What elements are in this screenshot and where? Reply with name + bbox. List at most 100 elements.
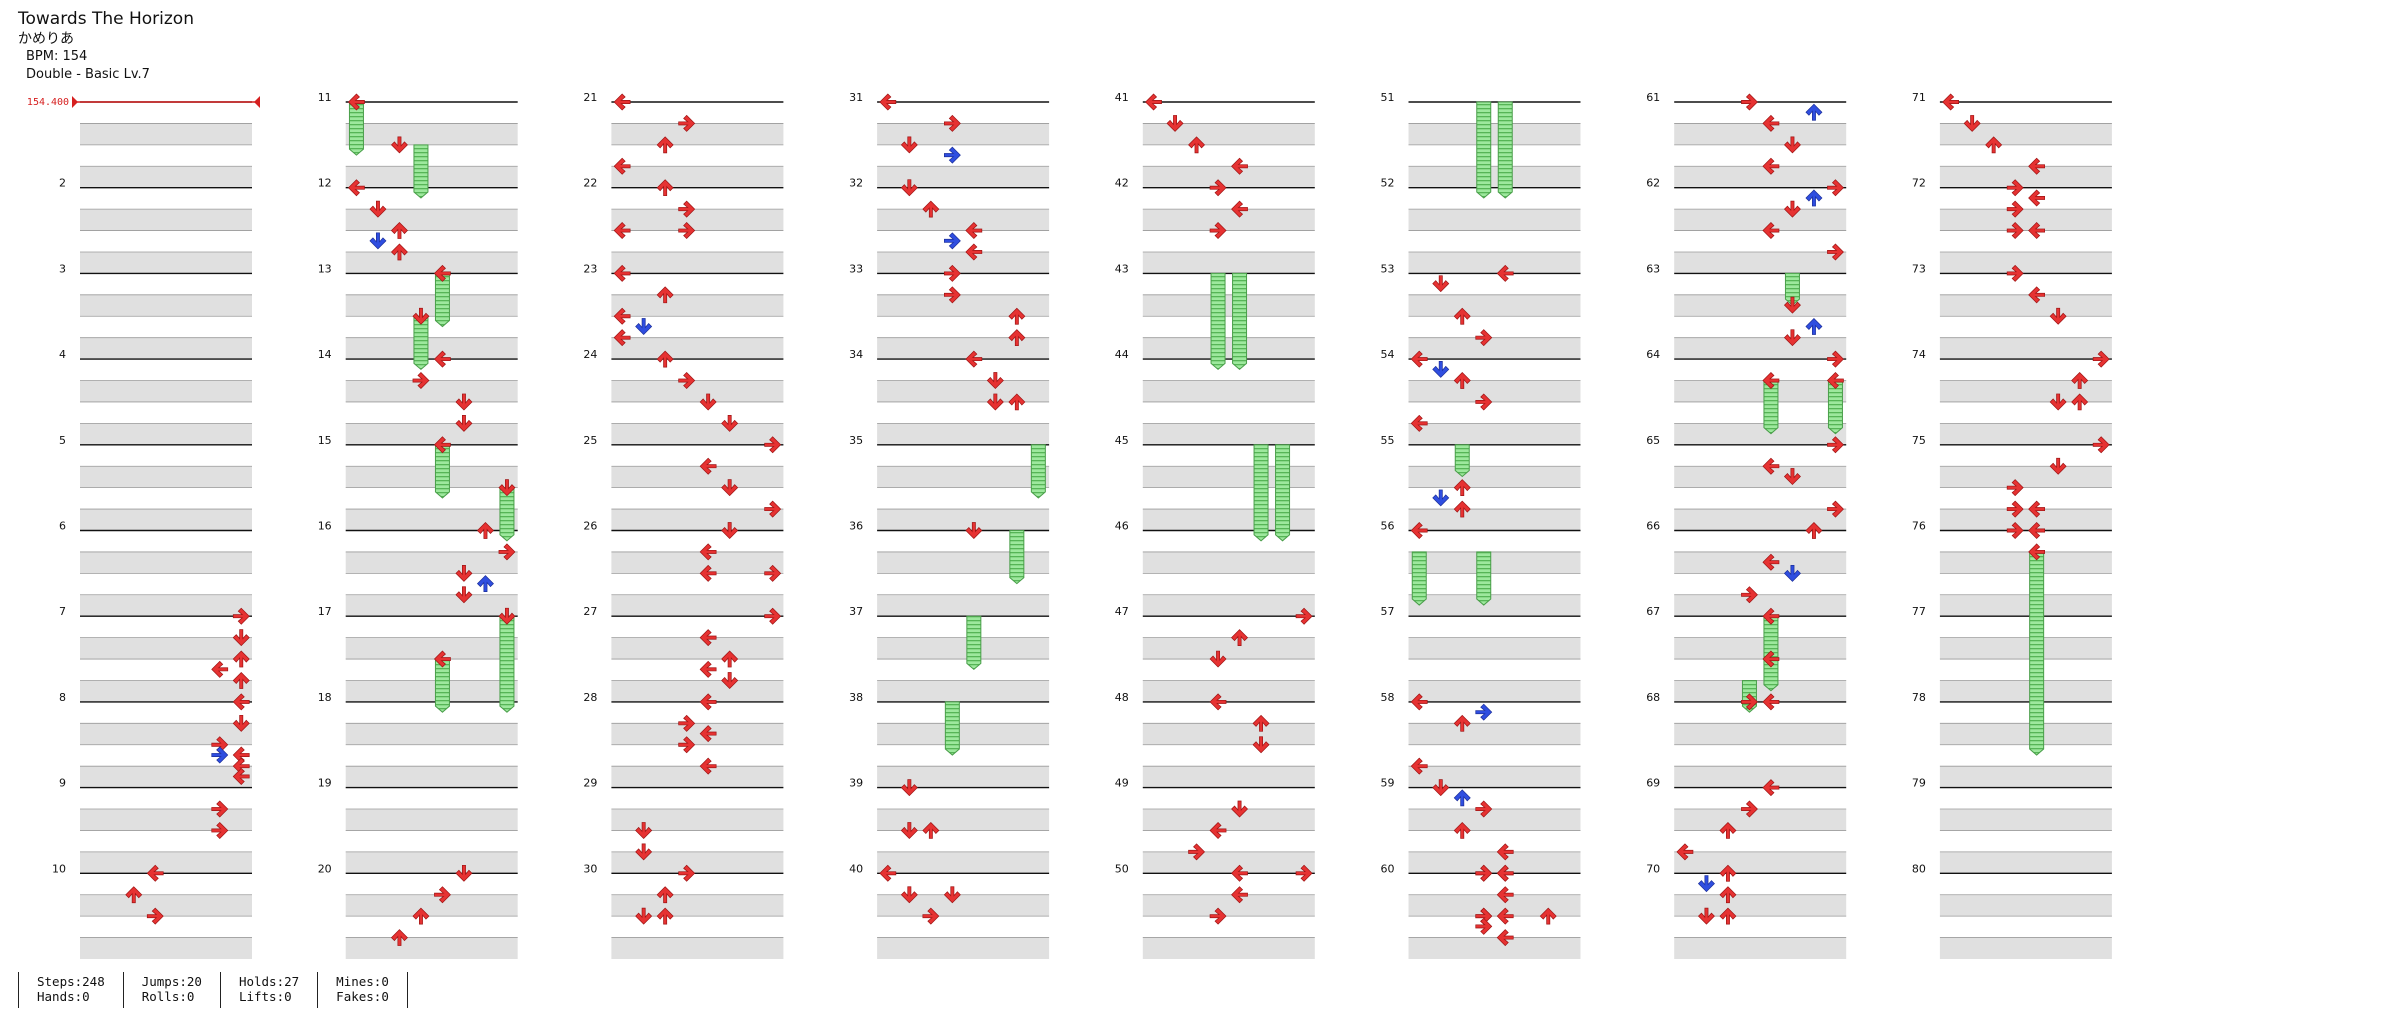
arrow-left-icon bbox=[1762, 157, 1780, 175]
arrow-right-icon bbox=[1475, 917, 1493, 935]
beat-row-shade bbox=[1142, 466, 1315, 488]
arrow-left-icon bbox=[1676, 843, 1694, 861]
arrow-down-icon bbox=[1783, 468, 1801, 486]
measure-number: 39 bbox=[849, 777, 863, 790]
beat-row-shade bbox=[1408, 466, 1581, 488]
arrow-left-icon bbox=[1826, 372, 1844, 390]
beat-row-shade bbox=[1142, 423, 1315, 445]
measure-number: 35 bbox=[849, 434, 863, 447]
arrow-down-icon bbox=[721, 672, 739, 689]
beat-row-shade bbox=[80, 809, 252, 831]
arrow-up-icon bbox=[1008, 307, 1026, 325]
beat-row-shade bbox=[611, 937, 784, 959]
stat-group: Mines:0 Fakes:0 bbox=[317, 972, 408, 1008]
beat-row-shade bbox=[1674, 551, 1847, 574]
beat-row-shade bbox=[80, 466, 252, 488]
measure-number: 42 bbox=[1115, 177, 1129, 190]
hold-note bbox=[1210, 272, 1226, 371]
measure-number: 3 bbox=[59, 262, 66, 275]
arrow-down-icon bbox=[986, 372, 1004, 390]
beat-row-shade bbox=[1142, 509, 1315, 531]
beat-row-shade bbox=[1674, 809, 1847, 831]
arrow-left-icon bbox=[1231, 864, 1248, 882]
arrow-left-icon bbox=[699, 725, 717, 743]
arrow-right-icon bbox=[1827, 179, 1844, 197]
stat-group: Holds:27 Lifts:0 bbox=[219, 972, 317, 1008]
arrow-down-icon bbox=[455, 564, 473, 582]
measure-number: 70 bbox=[1646, 862, 1660, 875]
arrow-up-icon bbox=[2071, 372, 2089, 389]
stat-value: Fakes:0 bbox=[336, 989, 389, 1004]
measure-number: 29 bbox=[583, 777, 597, 790]
beat-row-shade bbox=[1142, 123, 1315, 145]
arrow-down-icon bbox=[721, 415, 739, 432]
beat-row-shade bbox=[1674, 723, 1847, 745]
arrow-left-icon bbox=[433, 436, 451, 454]
arrow-down-icon bbox=[1432, 275, 1450, 293]
arrow-right-icon bbox=[922, 907, 940, 925]
measure-number: 43 bbox=[1115, 262, 1129, 275]
beat-row-shade bbox=[1408, 380, 1581, 402]
arrow-right-icon bbox=[1475, 864, 1493, 882]
beat-row-shade bbox=[1142, 251, 1315, 274]
arrow-down-icon bbox=[1697, 875, 1715, 893]
arrow-left-icon bbox=[613, 329, 631, 347]
beat-row-shade bbox=[1408, 251, 1581, 274]
beat-row-shade bbox=[1142, 337, 1315, 360]
arrow-right-icon bbox=[678, 714, 696, 732]
arrow-right-icon bbox=[211, 821, 229, 839]
arrow-left-icon bbox=[1231, 886, 1248, 904]
arrow-left-icon bbox=[613, 264, 631, 282]
beat-row-shade bbox=[345, 723, 518, 745]
measure-number: 68 bbox=[1646, 691, 1660, 704]
beat-row-shade bbox=[1142, 809, 1315, 831]
bpm-change-marker: 154.400 bbox=[27, 96, 260, 108]
measure-number: 58 bbox=[1381, 691, 1395, 704]
beat-row-shade bbox=[1939, 209, 2112, 231]
beat-row-shade bbox=[1408, 209, 1581, 231]
measure-number: 71 bbox=[1912, 91, 1926, 104]
arrow-right-icon bbox=[2006, 222, 2024, 240]
arrow-left-icon bbox=[433, 650, 451, 668]
arrow-up-icon bbox=[656, 907, 674, 925]
arrow-down-icon bbox=[369, 232, 387, 250]
arrow-left-icon bbox=[965, 350, 983, 368]
beat-row-shade bbox=[611, 637, 784, 660]
arrow-left-icon bbox=[2028, 222, 2046, 240]
arrow-left-icon bbox=[146, 864, 164, 882]
beat-row-shade bbox=[611, 680, 784, 702]
arrow-right-icon bbox=[1188, 843, 1206, 861]
measure-number: 19 bbox=[318, 777, 332, 790]
beat-row-shade bbox=[80, 680, 252, 702]
arrow-up-icon bbox=[1008, 393, 1026, 411]
arrow-up-icon bbox=[1719, 821, 1737, 839]
arrow-left-icon bbox=[2028, 522, 2046, 539]
beat-row-shade bbox=[1142, 894, 1315, 917]
arrow-left-icon bbox=[1231, 200, 1248, 218]
song-header: Towards The Horizon かめりあ BPM: 154 Double… bbox=[18, 8, 194, 84]
beat-row-shade bbox=[877, 851, 1050, 874]
arrow-right-icon bbox=[2006, 500, 2024, 518]
arrow-down-icon bbox=[1166, 115, 1184, 132]
measure-number: 45 bbox=[1115, 434, 1129, 447]
beat-row-shade bbox=[611, 551, 784, 574]
beat-row-shade bbox=[611, 209, 784, 231]
measure-number: 49 bbox=[1115, 777, 1129, 790]
beat-row-shade bbox=[345, 937, 518, 959]
arrow-left-icon bbox=[879, 864, 897, 882]
arrow-right-icon bbox=[2006, 264, 2024, 282]
bpm-marker-label: 154.400 bbox=[27, 97, 69, 108]
beat-row-shade bbox=[1674, 123, 1847, 145]
arrow-right-icon bbox=[1827, 500, 1844, 518]
measure-number: 6 bbox=[59, 520, 66, 533]
measure-number: 72 bbox=[1912, 177, 1926, 190]
measure-number: 21 bbox=[583, 91, 597, 104]
arrow-down-icon bbox=[455, 864, 473, 882]
arrow-left-icon bbox=[1496, 907, 1514, 925]
arrow-right-icon bbox=[434, 886, 451, 904]
beat-row-shade bbox=[1939, 251, 2112, 274]
measure-number: 32 bbox=[849, 177, 863, 190]
hold-note bbox=[499, 615, 515, 713]
arrow-right-icon bbox=[2092, 350, 2110, 368]
measure-number: 41 bbox=[1115, 91, 1129, 104]
